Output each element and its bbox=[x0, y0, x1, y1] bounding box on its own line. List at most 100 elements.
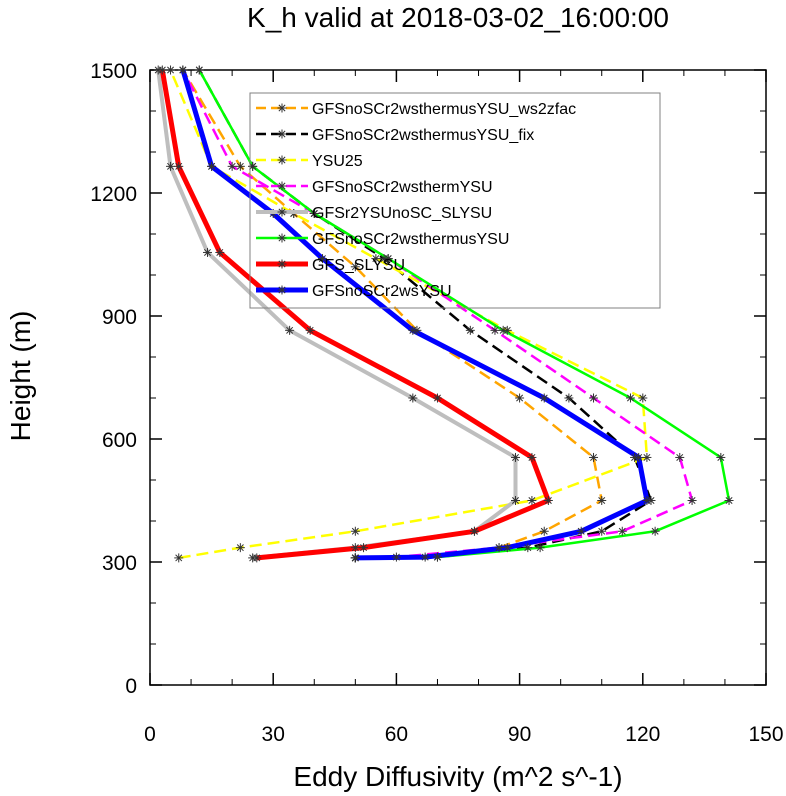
series-5-point bbox=[625, 393, 635, 403]
y-tick-label: 300 bbox=[102, 552, 137, 575]
series-5-point bbox=[309, 209, 319, 218]
series-0-point bbox=[589, 452, 599, 462]
legend-label: GFS_SLYSU bbox=[312, 257, 405, 274]
series-4-point bbox=[350, 543, 360, 553]
series-2-point bbox=[166, 65, 176, 75]
series-3-point bbox=[687, 496, 697, 505]
series-6-point bbox=[527, 452, 537, 462]
legend-marker bbox=[277, 181, 287, 191]
legend-label: YSU25 bbox=[312, 153, 363, 170]
y-tick-label: 1500 bbox=[90, 60, 137, 83]
series-7-point bbox=[350, 553, 360, 563]
series-7-point bbox=[317, 254, 327, 264]
x-axis-label: Eddy Diffusivity (m^2 s^-1) bbox=[293, 761, 622, 792]
legend-marker bbox=[277, 207, 287, 217]
series-2-point bbox=[371, 254, 381, 264]
series-6-point bbox=[252, 553, 262, 563]
series-2-point bbox=[350, 526, 360, 536]
series-3-point bbox=[675, 452, 685, 462]
legend-box bbox=[249, 92, 661, 309]
series-6-point bbox=[359, 543, 369, 553]
legend-marker bbox=[277, 129, 287, 139]
series-6-point bbox=[469, 526, 479, 536]
series-2-point bbox=[638, 393, 648, 403]
series-3-point bbox=[227, 161, 237, 171]
series-5-point bbox=[194, 65, 204, 75]
x-tick-label: 0 bbox=[144, 723, 156, 746]
legend-label: GFSr2YSUnoSC_SLYSU bbox=[312, 205, 492, 222]
series-3-point bbox=[490, 325, 500, 335]
series-2-point bbox=[527, 496, 537, 505]
legend-label: GFSnoSCr2wsthermusYSU bbox=[312, 231, 509, 248]
legend-label: GFSnoSCr2wsthermusYSU_ws2zfac bbox=[312, 101, 576, 118]
series-7-point bbox=[642, 496, 652, 505]
series-3-point bbox=[617, 526, 627, 536]
x-tick-label: 60 bbox=[385, 723, 408, 746]
series-4-point bbox=[285, 325, 295, 335]
series-6-point bbox=[215, 247, 225, 257]
series-7-point bbox=[539, 393, 549, 403]
x-tick-label: 30 bbox=[262, 723, 285, 746]
series-line-5 bbox=[198, 69, 731, 560]
series-5-point bbox=[432, 552, 442, 562]
legend-marker bbox=[277, 285, 287, 295]
series-2-point bbox=[642, 452, 652, 462]
x-tick-label: 150 bbox=[748, 723, 783, 746]
series-5-point bbox=[498, 325, 508, 335]
x-tick-label: 120 bbox=[625, 723, 660, 746]
series-5-point bbox=[383, 254, 393, 264]
series-2-point bbox=[174, 553, 184, 563]
series-1-point bbox=[564, 393, 574, 403]
series-0-point bbox=[539, 526, 549, 536]
legend-label: GFSnoSCr2wsYSU bbox=[312, 283, 452, 300]
legend-marker bbox=[277, 155, 287, 165]
series-7-point bbox=[178, 65, 188, 75]
series-1-point bbox=[465, 325, 475, 335]
series-5-point bbox=[724, 496, 734, 505]
legend-label: GFSnoSCr2wsthermYSU bbox=[312, 179, 493, 196]
series-3-point bbox=[494, 543, 504, 553]
series-7-point bbox=[502, 543, 512, 553]
series-0-point bbox=[235, 161, 245, 171]
series-0-point bbox=[597, 496, 607, 505]
series-4-point bbox=[166, 161, 176, 171]
series-4-point bbox=[202, 247, 212, 257]
series-7-point bbox=[408, 325, 418, 335]
y-axis-label: Height (m) bbox=[5, 311, 36, 442]
series-7-point bbox=[207, 161, 217, 171]
legend-marker bbox=[277, 103, 287, 113]
series-1-point bbox=[597, 526, 607, 536]
series-7-point bbox=[420, 552, 430, 562]
series-line-6 bbox=[159, 69, 551, 561]
series-6-point bbox=[305, 325, 315, 335]
series-line-7 bbox=[180, 69, 650, 561]
y-tick-label: 0 bbox=[125, 675, 137, 698]
legend-marker bbox=[277, 259, 287, 269]
legend-label: GFSnoSCr2wsthermusYSU_fix bbox=[312, 127, 534, 144]
series-6-point bbox=[174, 161, 184, 171]
series-3-point bbox=[589, 393, 599, 403]
series-5-point bbox=[650, 526, 660, 536]
legend: GFSnoSCr2wsthermusYSU_ws2zfac GFSnoSCr2ws… bbox=[249, 92, 661, 309]
series-0-point bbox=[350, 262, 360, 272]
x-tick-label: 90 bbox=[508, 723, 531, 746]
series-6-point bbox=[543, 496, 553, 505]
series-5-point bbox=[716, 452, 726, 462]
series-3-point bbox=[391, 552, 401, 562]
series-0-point bbox=[515, 393, 525, 403]
plot-frame bbox=[149, 69, 767, 686]
series-line-1 bbox=[198, 69, 653, 560]
series-4-point bbox=[408, 393, 418, 403]
chart-title: K_h valid at 2018-03-02_16:00:00 bbox=[247, 2, 669, 33]
y-tick-label: 1200 bbox=[90, 183, 137, 206]
series-5-point bbox=[535, 543, 545, 553]
series-6-point bbox=[157, 65, 167, 75]
series-1-point bbox=[523, 543, 533, 553]
series-4-point bbox=[510, 496, 520, 505]
legend-marker bbox=[277, 233, 287, 243]
series-7-point bbox=[634, 452, 644, 462]
series-4-point bbox=[510, 452, 520, 462]
y-tick-label: 600 bbox=[102, 429, 137, 452]
